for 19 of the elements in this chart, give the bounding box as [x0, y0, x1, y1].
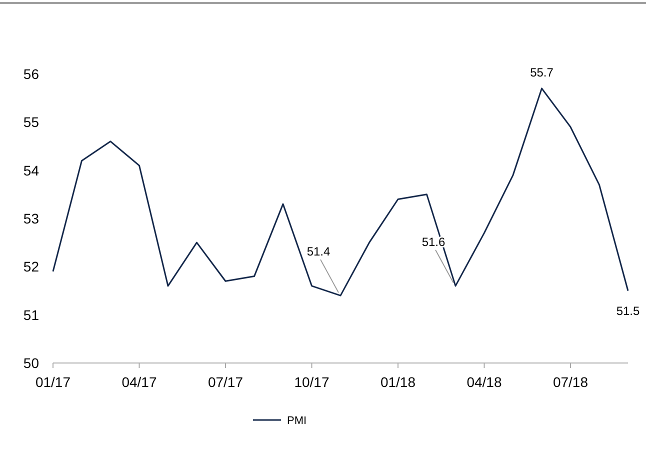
- y-tick-label: 56: [23, 66, 40, 82]
- y-tick-label: 52: [23, 258, 40, 275]
- y-tick-label: 50: [23, 355, 40, 371]
- x-tick-label: 10/17: [294, 374, 330, 390]
- x-tick-label: 07/18: [552, 374, 588, 390]
- y-tick-label: 54: [23, 162, 40, 178]
- x-tick-label: 04/17: [122, 374, 157, 390]
- x-tick-label: 01/18: [380, 374, 416, 390]
- line-series: [52, 88, 629, 296]
- y-tick-label: 55: [23, 114, 40, 130]
- y-tick-label: 51: [23, 306, 40, 323]
- data-label: 51.5: [616, 304, 640, 318]
- data-label: 51.4: [306, 244, 330, 259]
- y-tick-label: 53: [23, 210, 40, 226]
- legend-label: PMI: [287, 415, 307, 427]
- x-tick-label: 04/18: [466, 374, 502, 390]
- x-tick-label: 07/17: [208, 374, 244, 390]
- data-label: 55.7: [530, 65, 554, 80]
- x-tick-label: 01/17: [35, 374, 71, 390]
